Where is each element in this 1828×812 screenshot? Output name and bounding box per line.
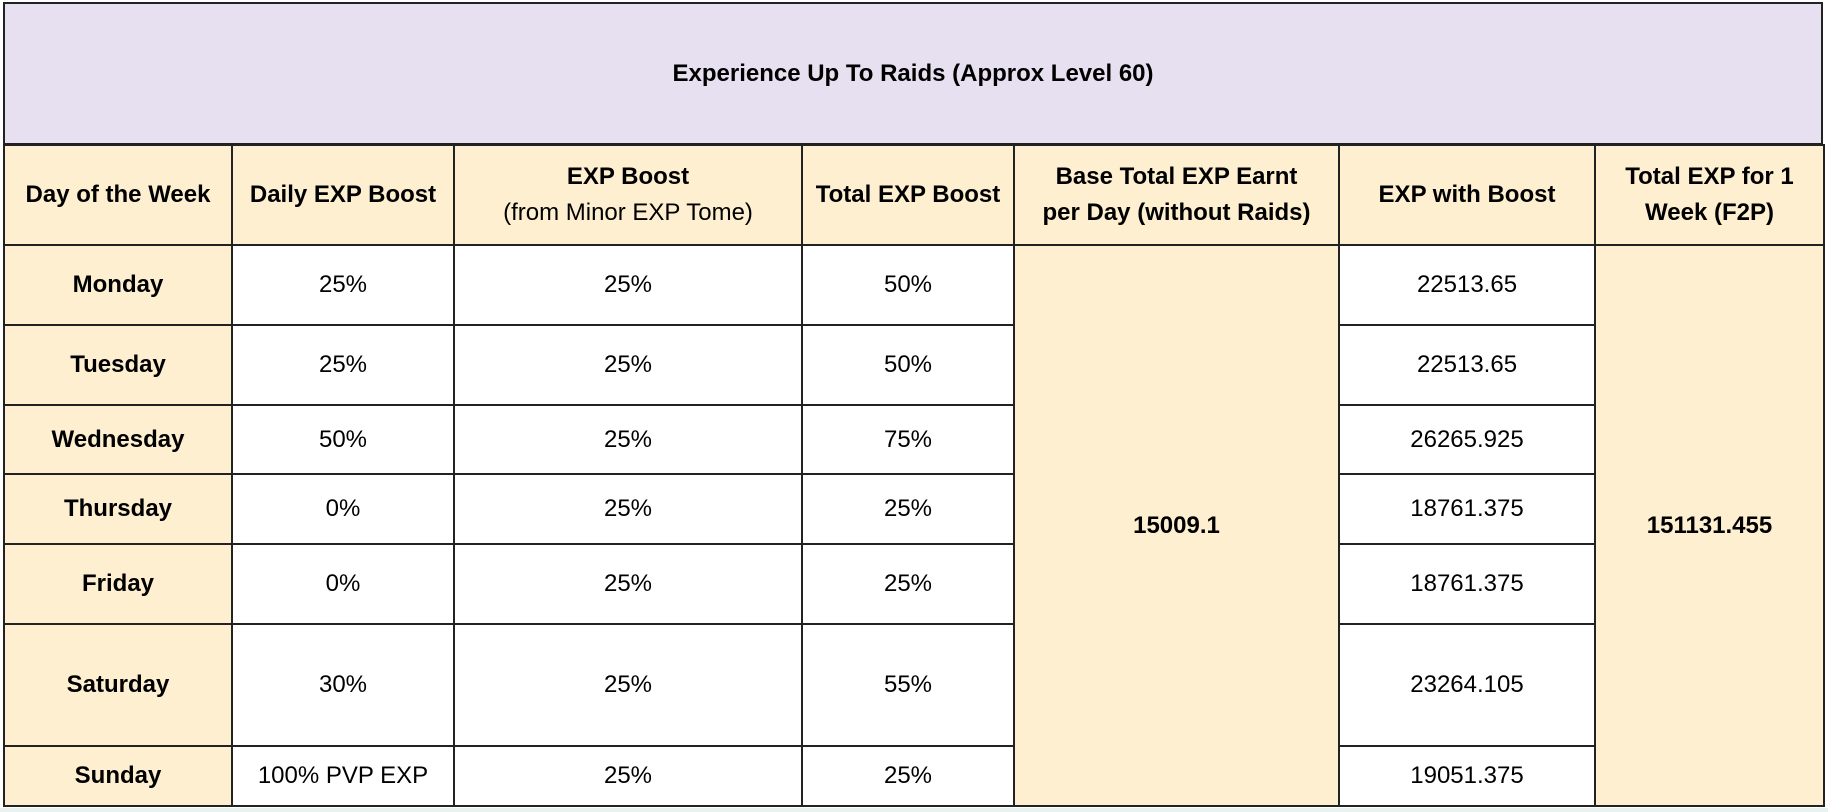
total-boost-cell: 50% bbox=[801, 324, 1015, 406]
tome-boost-cell: 25% bbox=[453, 473, 803, 545]
daily-boost-cell: 0% bbox=[231, 473, 455, 545]
header-day: Day of the Week bbox=[3, 144, 233, 246]
day-cell: Saturday bbox=[3, 623, 233, 747]
day-cell: Sunday bbox=[3, 745, 233, 807]
tome-boost-cell: 25% bbox=[453, 745, 803, 807]
tome-boost-cell: 25% bbox=[453, 324, 803, 406]
daily-boost-cell: 25% bbox=[231, 324, 455, 406]
header-total-week-line1: Total EXP for 1 bbox=[1625, 163, 1794, 190]
daily-boost-cell: 100% PVP EXP bbox=[231, 745, 455, 807]
daily-boost-cell: 30% bbox=[231, 623, 455, 747]
base-total-exp-cell: 15009.1 bbox=[1013, 244, 1340, 807]
header-base-exp-line2: per Day (without Raids) bbox=[1042, 199, 1311, 226]
header-exp-with-boost: EXP with Boost bbox=[1338, 144, 1596, 246]
exp-with-boost-cell: 23264.105 bbox=[1338, 623, 1596, 747]
header-daily-boost: Daily EXP Boost bbox=[231, 144, 455, 246]
total-boost-cell: 55% bbox=[801, 623, 1015, 747]
tome-boost-cell: 25% bbox=[453, 623, 803, 747]
total-boost-cell: 75% bbox=[801, 404, 1015, 475]
total-boost-cell: 25% bbox=[801, 745, 1015, 807]
daily-boost-cell: 0% bbox=[231, 543, 455, 625]
table-row: Thursday 0% 25% 25% 18761.375 bbox=[3, 473, 1824, 545]
day-cell: Thursday bbox=[3, 473, 233, 545]
header-tome-boost-line2: (from Minor EXP Tome) bbox=[503, 199, 753, 226]
table-row: Friday 0% 25% 25% 18761.375 bbox=[3, 543, 1824, 625]
tome-boost-cell: 25% bbox=[453, 543, 803, 625]
table-row: Tuesday 25% 25% 50% 22513.65 bbox=[3, 324, 1824, 406]
exp-with-boost-cell: 19051.375 bbox=[1338, 745, 1596, 807]
total-boost-cell: 25% bbox=[801, 473, 1015, 545]
header-total-boost: Total EXP Boost bbox=[801, 144, 1015, 246]
day-cell: Wednesday bbox=[3, 404, 233, 475]
exp-with-boost-cell: 18761.375 bbox=[1338, 543, 1596, 625]
header-row: Day of the Week Daily EXP Boost EXP Boos… bbox=[3, 144, 1825, 246]
table-row: Wednesday 50% 25% 75% 26265.925 bbox=[3, 404, 1824, 475]
exp-with-boost-cell: 22513.65 bbox=[1338, 244, 1596, 326]
header-total-week: Total EXP for 1 Week (F2P) bbox=[1594, 144, 1825, 246]
day-cell: Friday bbox=[3, 543, 233, 625]
exp-with-boost-cell: 26265.925 bbox=[1338, 404, 1596, 475]
header-total-week-line2: Week (F2P) bbox=[1645, 199, 1774, 226]
header-base-exp-line1: Base Total EXP Earnt bbox=[1055, 163, 1298, 190]
daily-boost-cell: 50% bbox=[231, 404, 455, 475]
exp-with-boost-cell: 22513.65 bbox=[1338, 324, 1596, 406]
header-tome-boost: EXP Boost (from Minor EXP Tome) bbox=[453, 144, 803, 246]
table-title: Experience Up To Raids (Approx Level 60) bbox=[3, 2, 1823, 145]
header-base-exp: Base Total EXP Earnt per Day (without Ra… bbox=[1013, 144, 1340, 246]
exp-table: Day of the Week Daily EXP Boost EXP Boos… bbox=[3, 144, 1825, 807]
day-cell: Monday bbox=[3, 244, 233, 326]
tome-boost-cell: 25% bbox=[453, 244, 803, 326]
table-row: Monday 25% 25% 50% 15009.1 22513.65 1511… bbox=[3, 244, 1825, 807]
table-row: Sunday 100% PVP EXP 25% 25% 19051.375 bbox=[3, 745, 1824, 807]
daily-boost-cell: 25% bbox=[231, 244, 455, 326]
header-tome-boost-line1: EXP Boost bbox=[566, 163, 690, 190]
table-row: Saturday 30% 25% 55% 23264.105 bbox=[3, 623, 1824, 747]
total-boost-cell: 25% bbox=[801, 543, 1015, 625]
tome-boost-cell: 25% bbox=[453, 404, 803, 475]
exp-with-boost-cell: 18761.375 bbox=[1338, 473, 1596, 545]
sheet-bottom-edge bbox=[0, 808, 1828, 812]
total-week-exp-cell: 151131.455 bbox=[1594, 244, 1825, 807]
day-cell: Tuesday bbox=[3, 324, 233, 406]
total-boost-cell: 50% bbox=[801, 244, 1015, 326]
